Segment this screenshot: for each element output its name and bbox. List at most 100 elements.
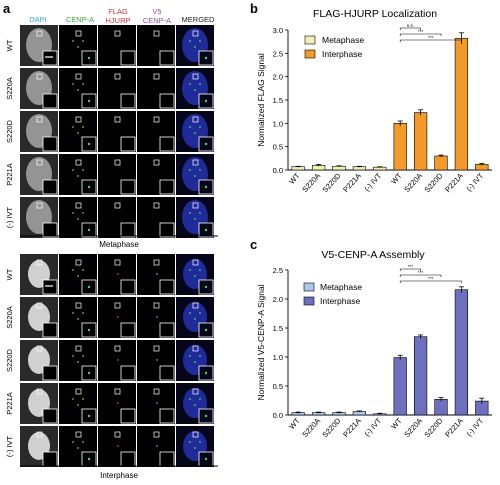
micrograph-tile: [176, 111, 214, 152]
x-tick-label: S220D: [422, 416, 444, 439]
micrograph-tile: [176, 383, 214, 424]
zoom-region-box: [192, 30, 199, 37]
zoom-region-box: [36, 345, 43, 352]
chart-c-significance: *** *** ***: [399, 264, 462, 283]
y-tick-label: 0.5: [273, 382, 283, 391]
y-tick-label: 2.5: [273, 266, 283, 275]
zoom-region-box: [114, 431, 121, 438]
chart-b-significance: n.s. *** ***: [399, 23, 462, 42]
zoom-region-box: [153, 259, 160, 266]
bar-interphase-s220d: [434, 155, 448, 171]
zoom-region-box: [153, 202, 160, 209]
zoom-region-box: [153, 73, 160, 80]
inset-box: [159, 451, 175, 467]
significance-bracket: [399, 33, 442, 36]
y-tick-label: 1.0: [273, 353, 283, 362]
y-tick-label: 0.0: [273, 411, 283, 420]
zoom-region-box: [114, 388, 121, 395]
micrograph-tile: [137, 25, 175, 66]
row-label-ivt: (-) IVT: [5, 435, 14, 457]
x-tick-label: WT: [287, 416, 302, 431]
zoom-region-box: [114, 73, 121, 80]
inset-box: [120, 222, 136, 238]
micrograph-tile: [59, 197, 97, 238]
header-v5-line1: V5: [152, 7, 161, 16]
zoom-region-box: [192, 345, 199, 352]
micrograph-tile: [137, 111, 175, 152]
inset-box: [120, 365, 136, 381]
significance-bracket: [399, 268, 421, 271]
row-label-s220d: S220D: [5, 119, 14, 143]
zoom-region-box: [114, 259, 121, 266]
micrograph-tile: [137, 426, 175, 467]
x-tick-label: S220A: [300, 171, 322, 194]
zoom-region-box: [36, 73, 43, 80]
zoom-region-box: [75, 30, 82, 37]
zoom-region-box: [114, 159, 121, 166]
header-flag-line2: HJURP: [105, 16, 130, 25]
significance-label: ***: [408, 264, 414, 269]
zoom-region-box: [36, 302, 43, 309]
inset-box: [159, 179, 175, 195]
microscopy-panel: a DAPI CENP-A FLAG HJURP V5 CENP-A MERGE…: [3, 1, 218, 480]
inset-box: [159, 222, 175, 238]
zoom-region-box: [114, 302, 121, 309]
bar-interphase-s220d: [434, 399, 448, 416]
micrograph-tile: [98, 111, 136, 152]
micrograph-tile: [137, 154, 175, 195]
zoom-region-box: [114, 202, 121, 209]
micrograph-tile: [176, 154, 214, 195]
significance-label: ***: [428, 35, 434, 40]
chart-flag-hjurp: b FLAG-HJURP Localization Normalized FLA…: [250, 1, 492, 194]
header-dapi: DAPI: [29, 15, 47, 24]
significance-bracket: [399, 274, 442, 277]
inset-box: [120, 50, 136, 66]
x-tick-label: S220D: [320, 171, 342, 194]
chart-b-legend: Metaphase Interphase: [304, 35, 364, 59]
significance-label: ***: [418, 270, 424, 275]
bar-interphase-p221a: [454, 289, 469, 416]
significance-label: ***: [418, 29, 424, 34]
inset-box: [159, 93, 175, 109]
bar-interphase-wt: [393, 357, 407, 416]
zoom-region-box: [192, 431, 199, 438]
micrograph-tile: [59, 154, 97, 195]
zoom-region-box: [192, 388, 199, 395]
metaphase-caption: Metaphase: [99, 240, 139, 249]
inset-box: [159, 322, 175, 338]
micrograph-tile: [20, 68, 58, 109]
x-tick-label: P221A: [341, 416, 363, 439]
bar-metaphase-wt: [291, 166, 305, 171]
inset-box: [159, 408, 175, 424]
panel-a-label: a: [3, 1, 11, 16]
inset-box: [42, 322, 58, 338]
micrograph-tile: [137, 254, 175, 295]
micrograph-tile: [176, 297, 214, 338]
significance-bracket: [399, 27, 421, 30]
interphase-caption: Interphase: [100, 471, 138, 480]
zoom-region-box: [75, 73, 82, 80]
zoom-region-box: [36, 388, 43, 395]
inset-box: [159, 365, 175, 381]
zoom-region-box: [75, 259, 82, 266]
micrograph-tile: [20, 197, 58, 238]
zoom-region-box: [36, 202, 43, 209]
legend-b-interphase-swatch: [304, 49, 316, 59]
legend-b-interphase-label: Interphase: [322, 49, 362, 59]
micrograph-tile: [176, 254, 214, 295]
zoom-region-box: [36, 259, 43, 266]
micrograph-tile: [98, 25, 136, 66]
bar-interphase-p221a: [454, 38, 469, 171]
zoom-region-box: [75, 116, 82, 123]
bar-interphase-wt: [393, 123, 407, 171]
micrograph-tile: [137, 197, 175, 238]
x-tick-label: (-) IVT: [362, 171, 383, 193]
inset-box: [120, 93, 136, 109]
micrograph-tile: [20, 426, 58, 467]
row-label-s220a: S220A: [5, 306, 14, 329]
micrograph-tile: [98, 254, 136, 295]
zoom-region-box: [75, 388, 82, 395]
row-label-p221a: P221A: [5, 392, 14, 415]
row-label-s220d: S220D: [5, 348, 14, 372]
